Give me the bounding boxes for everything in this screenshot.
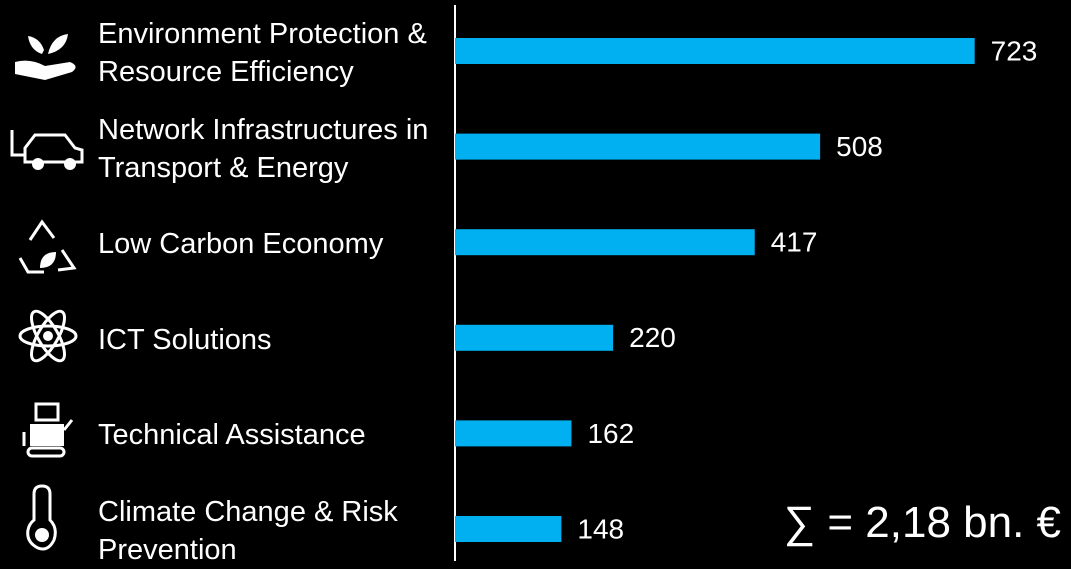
category-label: Network Infrastructures in Transport & E… <box>98 113 429 184</box>
category-label: Low Carbon Economy <box>98 228 384 261</box>
value-label: 162 <box>587 418 634 449</box>
icon-robot <box>22 402 74 458</box>
bar <box>455 133 821 160</box>
icon-recycle <box>18 219 77 274</box>
annotation: ∑ = 2,18 bn. € <box>783 498 1061 547</box>
value-label: 220 <box>629 322 676 353</box>
icon-thermometer <box>26 484 57 551</box>
value-label: 417 <box>771 227 818 258</box>
icon-car <box>10 130 84 170</box>
bar <box>455 324 614 351</box>
value-label: 508 <box>836 131 883 162</box>
icon-environment <box>15 34 76 80</box>
value-label: 148 <box>577 513 624 544</box>
bar <box>455 516 562 542</box>
category-label: Technical Assistance <box>98 419 366 452</box>
category-label: ICT Solutions <box>98 323 272 356</box>
bar <box>455 38 975 64</box>
category-label: Climate Change & Risk Prevention <box>98 496 398 566</box>
bar <box>455 229 755 256</box>
icon-atom <box>18 309 78 363</box>
category-label: Environment Protection & Resource Effici… <box>98 18 427 88</box>
value-label: 723 <box>991 35 1038 66</box>
bar <box>455 420 572 447</box>
